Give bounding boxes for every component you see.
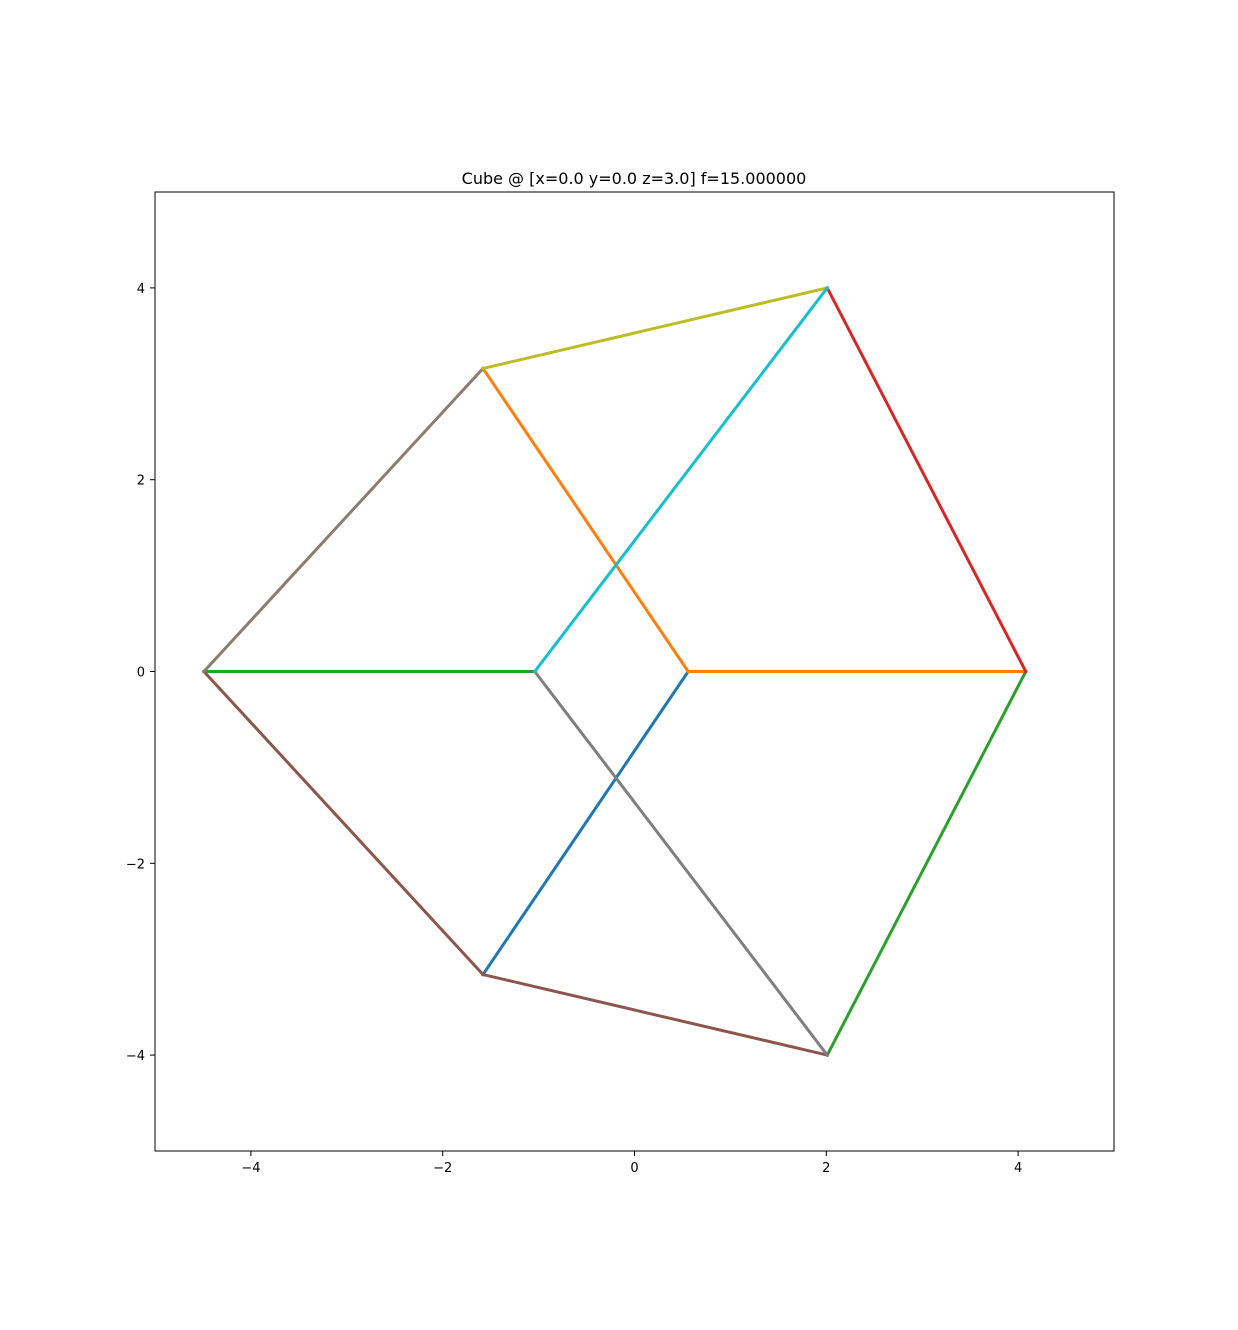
cube-edge-5 [825, 669, 1028, 1058]
cube-edge-10 [201, 366, 486, 674]
x-tick-label: 0 [630, 1161, 638, 1176]
y-tick-label: 2 [137, 474, 145, 489]
series-layer [201, 285, 1028, 1058]
x-tick-label: −4 [241, 1161, 260, 1176]
cube-edge-6 [825, 285, 1028, 674]
y-tick-label: −2 [126, 857, 145, 872]
cube-edge-12 [532, 285, 830, 674]
x-tick-label: 2 [822, 1161, 830, 1176]
x-tick-label: 4 [1014, 1161, 1022, 1176]
cube-edge-2 [480, 366, 691, 674]
y-axis: −4 −2 0 2 4 [126, 282, 155, 1064]
cube-edge-9 [532, 669, 830, 1058]
cube-edge-11 [481, 286, 830, 371]
x-tick-label: −2 [433, 1161, 452, 1176]
y-tick-label: −4 [126, 1049, 145, 1064]
chart-title: Cube @ [x=0.0 y=0.0 z=3.0] f=15.000000 [462, 169, 807, 188]
x-axis: −4 −2 0 2 4 [241, 1151, 1022, 1176]
cube-edge-7 [201, 669, 486, 977]
cube-edge-8 [481, 972, 830, 1057]
y-tick-label: 4 [137, 282, 145, 297]
y-tick-label: 0 [137, 666, 145, 681]
cube-edge-1 [480, 669, 691, 977]
